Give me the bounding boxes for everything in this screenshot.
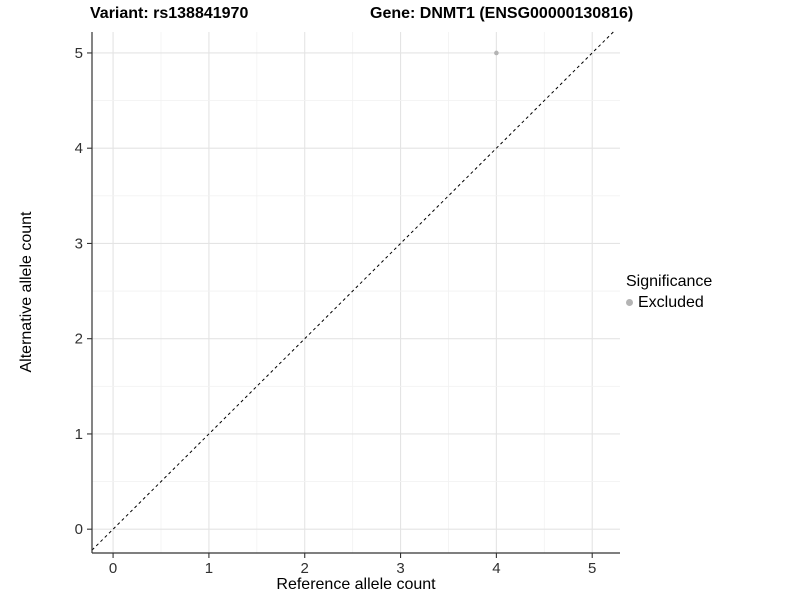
y-tick-label: 3 — [75, 235, 83, 252]
x-tick-label: 2 — [301, 560, 309, 577]
y-tick-label: 4 — [75, 140, 83, 157]
legend: Significance Excluded — [626, 272, 712, 312]
gene-title: Gene: DNMT1 (ENSG00000130816) — [370, 5, 634, 22]
y-tick-label: 2 — [75, 331, 83, 348]
y-tick-label: 0 — [75, 521, 83, 538]
legend-title: Significance — [626, 273, 713, 290]
legend-item-label: Excluded — [638, 294, 704, 311]
legend-item-excluded: Excluded — [626, 293, 712, 312]
x-tick-label: 0 — [109, 560, 117, 577]
y-tick-label: 1 — [75, 426, 83, 443]
identity-reference-line — [91, 31, 614, 551]
x-tick-label: 5 — [588, 560, 596, 577]
x-tick-label: 4 — [492, 560, 500, 577]
x-axis-title: Reference allele count — [276, 576, 436, 593]
x-tick-label: 3 — [396, 560, 404, 577]
data-point — [494, 50, 499, 56]
y-tick-label: 5 — [75, 45, 83, 62]
x-tick-label: 1 — [205, 560, 213, 577]
variant-title: Variant: rs138841970 — [90, 5, 249, 22]
excluded-dot-icon — [626, 299, 633, 306]
y-axis-title: Alternative allele count — [18, 211, 35, 373]
